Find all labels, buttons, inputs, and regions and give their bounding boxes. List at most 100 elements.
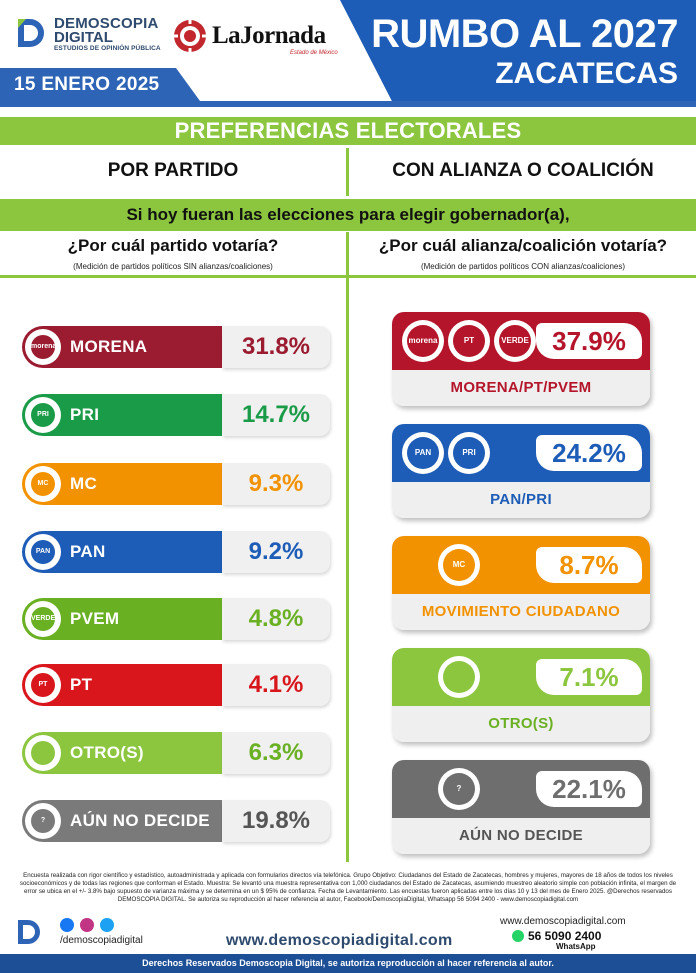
coalition-percentage: 24.2% <box>552 438 626 468</box>
party-label-block: MC MC <box>22 463 222 505</box>
party-label-block: VERDE PVEM <box>22 598 222 640</box>
party-bar: PRI PRI 14.7% <box>22 394 330 436</box>
right-column-header: CON ALIANZA O COALICIÓN <box>392 160 654 181</box>
facebook-icon[interactable] <box>60 918 74 932</box>
partner-name: LaJornada <box>212 22 326 49</box>
coalition-name: AÚN NO DECIDE <box>459 827 583 844</box>
party-name: PT <box>70 675 93 694</box>
coalition-name-block: OTRO(S) <box>392 706 650 742</box>
coalition-color-block: ? 22.1% <box>392 760 650 818</box>
question-icon: ? <box>25 803 61 839</box>
party-value-block: 31.8% <box>222 326 330 368</box>
section-band <box>0 117 696 145</box>
party-logo-text <box>31 741 55 765</box>
party-label-block: morena MORENA <box>22 326 222 368</box>
coalition-value-box: 24.2% <box>536 435 642 471</box>
coalition-value-box: 8.7% <box>536 547 642 583</box>
party-percentage: 9.2% <box>248 538 304 565</box>
morena-logo-icon: morena <box>25 329 61 365</box>
question-text: Si hoy fueran las elecciones para elegir… <box>126 205 570 224</box>
party-percentage: 19.8% <box>241 807 311 834</box>
party-name: PRI <box>70 405 100 424</box>
party-logo-text: MC <box>37 480 49 487</box>
coalition-logo-text: MC <box>443 549 475 581</box>
date-banner <box>0 68 200 101</box>
coalition-name-block: MORENA/PT/PVEM <box>392 370 650 406</box>
party-value-block: 4.1% <box>222 664 330 706</box>
question-band <box>0 199 696 231</box>
party-logo-text: PAN <box>35 548 51 555</box>
pt-logo-icon: PT <box>25 667 61 703</box>
party-logo-text: morena <box>31 343 57 350</box>
party-percentage: 14.7% <box>241 401 311 428</box>
party-logo-icon: PRI <box>448 432 490 474</box>
instagram-icon[interactable] <box>80 918 94 932</box>
coalition-card: 7.1% OTRO(S) <box>392 648 650 742</box>
party-label-block: PT PT <box>22 664 222 706</box>
person-icon <box>25 735 61 771</box>
party-percentage: 4.1% <box>248 671 304 698</box>
party-name: PVEM <box>70 609 120 628</box>
coalition-name-block: MOVIMIENTO CIUDADANO <box>392 594 650 630</box>
party-name: MORENA <box>70 337 148 356</box>
coalition-logo-text: morena <box>407 325 439 357</box>
party-percentage: 4.8% <box>248 605 304 632</box>
main-subtitle: ZACATECAS <box>495 57 678 90</box>
right-note: (Medición de partidos políticos CON alia… <box>420 262 626 271</box>
party-logo-text: PT <box>38 681 48 688</box>
coalition-color-block: PAN PRI 24.2% <box>392 424 650 482</box>
coalition-name-block: PAN/PRI <box>392 482 650 518</box>
brand-line1: DEMOSCOPIA <box>54 15 159 32</box>
mc-logo-icon: MC <box>25 466 61 502</box>
pan-logo-icon: PAN <box>25 534 61 570</box>
party-bar: MC MC 9.3% <box>22 463 330 505</box>
left-column-header: POR PARTIDO <box>107 160 239 181</box>
methodology-note: Encuesta realizada con rigor científico … <box>19 872 677 903</box>
coalition-name: MOVIMIENTO CIUDADANO <box>421 603 621 620</box>
party-bar: ? AÚN NO DECIDE 19.8% <box>22 800 330 842</box>
coalition-color-block: MC 8.7% <box>392 536 650 594</box>
coalition-logo-text: PAN <box>407 437 439 469</box>
coalition-percentage: 7.1% <box>559 662 619 692</box>
party-name: MC <box>70 474 98 493</box>
right-question: ¿Por cuál alianza/coalición votaría? <box>378 236 668 255</box>
coalition-card: PAN PRI 24.2% PAN/PRI <box>392 424 650 518</box>
main-title: RUMBO AL 2027 <box>371 12 678 56</box>
twitter-icon[interactable] <box>100 918 114 932</box>
coalition-percentage: 37.9% <box>552 326 626 356</box>
party-value-block: 4.8% <box>222 598 330 640</box>
social-handle[interactable]: /demoscopiadigital <box>60 935 143 946</box>
coalition-card: ? 22.1% AÚN NO DECIDE <box>392 760 650 854</box>
brand-line2: DIGITAL <box>54 29 113 46</box>
la-jornada-logo: LaJornada Estado de México <box>172 18 342 56</box>
pvem-logo-icon: VERDE <box>25 601 61 637</box>
rights-notice: Derechos Reservados Demoscopia Digital, … <box>142 958 554 968</box>
coalition-logo-text: PRI <box>453 437 485 469</box>
party-name: AÚN NO DECIDE <box>70 811 210 830</box>
party-percentage: 31.8% <box>241 333 311 360</box>
coalition-color-block: morena PT VERDE 37.9% <box>392 312 650 370</box>
party-bar: morena MORENA 31.8% <box>22 326 330 368</box>
demoscopia-logo: DEMOSCOPIA DIGITAL ESTUDIOS DE OPINIÓN P… <box>14 14 164 52</box>
coalition-percentage: 22.1% <box>552 774 626 804</box>
partner-sub: Estado de México <box>290 50 338 56</box>
party-label-block: PAN PAN <box>22 531 222 573</box>
coalition-percentage: 8.7% <box>559 550 619 580</box>
column-divider <box>346 148 349 196</box>
coalition-name-block: AÚN NO DECIDE <box>392 818 650 854</box>
party-value-block: 19.8% <box>222 800 330 842</box>
party-value-block: 6.3% <box>222 732 330 774</box>
party-percentage: 6.3% <box>248 739 304 766</box>
phone-number[interactable]: 56 5090 2400 <box>528 929 602 943</box>
coalition-logo-text: PT <box>453 325 485 357</box>
website-link-small[interactable]: www.demoscopiadigital.com <box>500 916 626 927</box>
party-label-block: PRI PRI <box>22 394 222 436</box>
party-label-block: OTRO(S) <box>22 732 222 774</box>
coalition-color-block: 7.1% <box>392 648 650 706</box>
pri-logo-icon: PRI <box>25 397 61 433</box>
party-logo-icon: MC <box>438 544 480 586</box>
left-question: ¿Por cuál partido votaría? <box>67 236 279 255</box>
party-logo-icon: PT <box>448 320 490 362</box>
whatsapp-label: WhatsApp <box>556 942 596 951</box>
website-link[interactable]: www.demoscopiadigital.com <box>226 932 453 949</box>
